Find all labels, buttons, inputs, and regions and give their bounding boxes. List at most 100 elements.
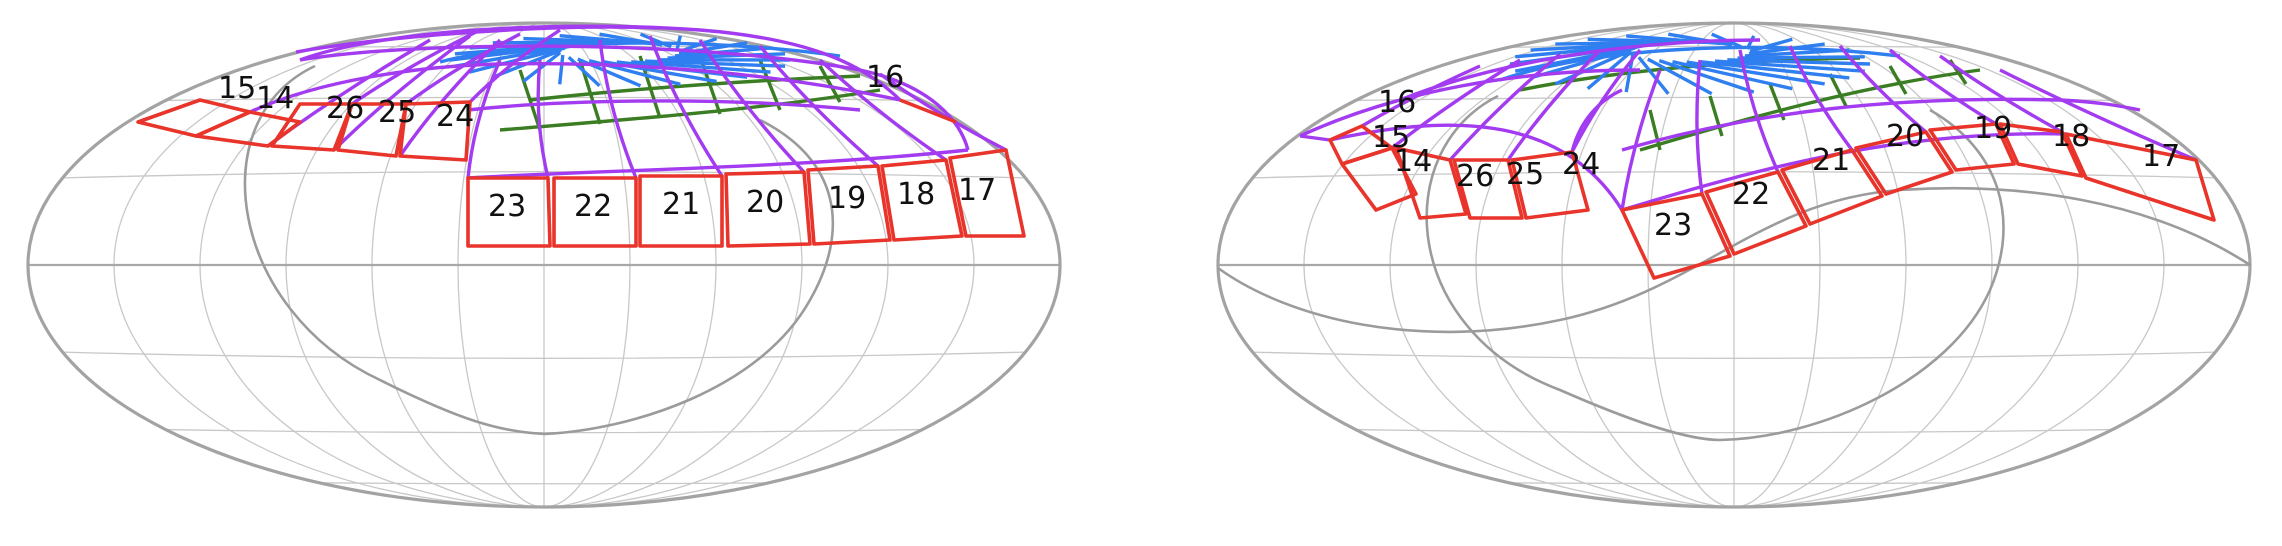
left-label-26: 26 <box>326 91 364 126</box>
right-label-21: 21 <box>1812 143 1850 178</box>
purple-tile-edge <box>249 62 901 114</box>
blue-tile-edge <box>567 55 601 88</box>
right-label-16: 16 <box>1378 85 1416 120</box>
blue-tile-edge <box>558 54 565 85</box>
blue-tile-edge <box>1686 60 1825 86</box>
right-label-22: 22 <box>1732 177 1770 212</box>
left-galactic-plane-curve <box>243 64 835 436</box>
red-tile <box>880 158 964 242</box>
red-tile <box>1510 150 1590 220</box>
left-purple-tiles <box>249 24 1007 180</box>
right-tile-labels: 16 15 14 26 25 24 23 22 21 20 19 18 17 <box>1372 85 2180 243</box>
blue-tile-edge <box>1637 56 1670 95</box>
left-label-17: 17 <box>958 173 996 208</box>
green-tile-edge <box>1888 65 1908 95</box>
blue-tile-edge <box>1737 55 1865 60</box>
red-tile <box>1620 192 1732 280</box>
red-tile <box>638 174 724 248</box>
purple-tile-edge <box>1999 68 2197 162</box>
parallel-line <box>1252 351 2216 359</box>
purple-tile-edge <box>1570 88 1623 153</box>
purple-tile-edge <box>1888 48 1997 126</box>
left-label-14: 14 <box>256 81 294 116</box>
right-label-24: 24 <box>1562 147 1600 182</box>
green-tile-edge <box>529 74 861 102</box>
red-tile <box>466 176 552 248</box>
parallel-line <box>62 351 1026 359</box>
red-tile <box>1328 124 1394 166</box>
red-tile <box>1452 158 1524 220</box>
purple-tile-edge <box>1506 48 1602 161</box>
right-label-20: 20 <box>1886 119 1924 154</box>
purple-tile-edge <box>1838 44 1928 134</box>
blue-tile-edge <box>1668 32 1733 47</box>
red-tile <box>1704 170 1808 256</box>
red-tile <box>806 164 892 246</box>
purple-tile-edge <box>467 148 969 180</box>
purple-tile-edge <box>1570 48 1642 153</box>
left-red-tiles <box>136 98 1026 248</box>
purple-tile-edge <box>466 59 502 179</box>
left-ellipse-outline <box>26 21 1062 509</box>
left-tile-labels: 15 14 26 25 24 16 23 22 21 20 19 18 17 <box>218 60 996 224</box>
purple-tile-edge <box>404 32 521 106</box>
red-tile <box>724 170 812 248</box>
right-galactic-plane-curve <box>1425 94 2005 442</box>
green-tile-edge <box>758 59 782 111</box>
red-tile <box>2064 132 2216 222</box>
purple-tile-edge <box>1738 49 1780 173</box>
left-sky-map-panel: 15 14 26 25 24 16 23 22 21 20 19 18 17 <box>26 21 1062 509</box>
purple-tile-edge <box>758 44 880 168</box>
blue-tile-edge <box>1714 59 1865 73</box>
blue-tile-edge <box>1658 58 1755 94</box>
red-tile <box>1998 122 2084 178</box>
red-tile <box>1780 148 1884 226</box>
left-label-20: 20 <box>746 185 784 220</box>
purple-tile-edge <box>598 39 638 179</box>
purple-tile-edge <box>351 28 481 106</box>
left-label-15: 15 <box>218 71 256 106</box>
blue-tile-edge <box>522 51 562 83</box>
right-label-23: 23 <box>1654 208 1692 243</box>
purple-tile-edge <box>648 35 724 177</box>
right-label-14: 14 <box>1394 144 1432 179</box>
blue-tile-edge <box>1672 59 1793 91</box>
left-label-16: 16 <box>866 60 904 95</box>
parallel-line <box>1355 428 2113 434</box>
blue-tile-edge <box>439 41 841 64</box>
red-tile <box>552 176 638 248</box>
blue-tile-edge <box>1749 37 1793 53</box>
green-tile-edge <box>1828 73 1848 107</box>
blue-tile-edge <box>631 60 771 74</box>
right-label-17: 17 <box>2142 139 2180 174</box>
purple-tile-edge <box>698 39 806 174</box>
purple-tile-edge <box>1788 45 1854 152</box>
red-tile <box>1854 130 1954 196</box>
purple-tile-edge <box>1939 54 2063 134</box>
purple-tile-edge <box>1695 59 1704 195</box>
green-tile-edge <box>1648 109 1662 151</box>
right-red-tiles <box>1328 122 2216 280</box>
purple-tile-edge <box>467 99 861 112</box>
purple-tile-edge <box>1390 58 1521 150</box>
left-label-19: 19 <box>828 181 866 216</box>
right-label-25: 25 <box>1506 157 1544 192</box>
green-tile-edge <box>499 88 881 132</box>
purple-tile-edge <box>879 72 1007 152</box>
red-tile <box>899 98 957 124</box>
green-tile-edge <box>818 65 842 103</box>
purple-tile-edge <box>1621 97 2141 152</box>
purple-tile-edge <box>1361 64 1481 128</box>
green-tile-edge <box>1639 68 1981 152</box>
purple-tile-edge <box>536 59 550 179</box>
left-label-23: 23 <box>488 189 526 224</box>
purple-tile-edge <box>332 34 472 152</box>
right-sky-map-panel: 16 15 14 26 25 24 23 22 21 20 19 18 17 <box>1216 21 2252 509</box>
parallel-line <box>1509 482 1959 485</box>
purple-tile-edge <box>1620 69 1662 211</box>
red-tile <box>1394 146 1468 220</box>
green-tile-edge <box>1708 95 1724 137</box>
left-label-21: 21 <box>662 187 700 222</box>
purple-tile-edge <box>818 58 947 162</box>
